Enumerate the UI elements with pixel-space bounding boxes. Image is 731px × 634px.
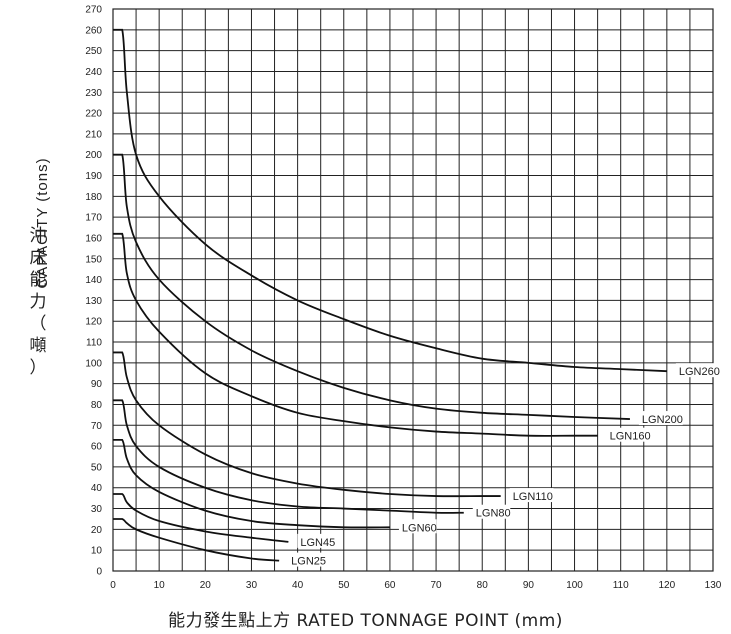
y-tick-label: 170	[85, 213, 102, 224]
y-tick-label: 210	[85, 129, 102, 140]
x-tick-label: 10	[154, 580, 166, 591]
y-tick-label: 140	[85, 275, 102, 286]
y-axis-label-char: 能	[29, 270, 47, 290]
series-label-lgn110: LGN110	[513, 491, 553, 503]
y-tick-label: 40	[91, 483, 103, 494]
x-tick-label: 120	[659, 580, 676, 591]
y-tick-label: 20	[91, 525, 103, 536]
series-line-lgn260	[113, 28, 667, 373]
series-line-lgn25	[113, 518, 280, 562]
y-axis-label-char: 力	[29, 292, 47, 312]
series-label-background	[675, 363, 720, 378]
series-line-lgn110	[113, 351, 501, 498]
series-label-lgn60: LGN60	[402, 522, 437, 534]
y-axis-title: CAPACITY (tons) 沖床能力（噸）	[6, 10, 64, 530]
x-tick-label: 40	[292, 580, 304, 591]
y-tick-label: 110	[86, 338, 102, 349]
y-tick-label: 230	[85, 88, 102, 99]
y-axis-label-chinese: 沖床能力（噸）	[28, 225, 48, 379]
series-line-lgn80	[113, 399, 464, 514]
x-tick-label: 30	[246, 580, 258, 591]
y-tick-label: 100	[85, 358, 102, 369]
y-tick-label: 200	[85, 150, 102, 161]
x-tick-label: 100	[566, 580, 583, 591]
y-tick-label: 50	[91, 462, 103, 473]
y-tick-label: 180	[85, 192, 102, 203]
y-tick-label: 220	[85, 109, 102, 120]
y-tick-label: 80	[91, 400, 103, 411]
series-label-lgn45: LGN45	[300, 537, 335, 549]
x-tick-label: 90	[523, 580, 535, 591]
series-label-background	[297, 533, 335, 548]
x-tick-label: 70	[431, 580, 443, 591]
x-tick-label: 80	[477, 580, 489, 591]
series-label-background	[638, 411, 683, 426]
y-tick-label: 130	[85, 296, 102, 307]
series-lines	[113, 28, 667, 562]
series-line-lgn45	[113, 493, 289, 543]
y-tick-label: 190	[85, 171, 102, 182]
x-tick-label: 60	[384, 580, 396, 591]
series-label-lgn25: LGN25	[291, 556, 326, 568]
y-tick-label: 120	[85, 317, 102, 328]
y-tick-label: 30	[91, 504, 103, 515]
y-tick-label: 240	[85, 67, 102, 78]
grid	[112, 8, 714, 572]
y-tick-label: 260	[85, 25, 102, 36]
y-axis-label-char: 床	[29, 248, 47, 268]
series-label-lgn200: LGN200	[642, 414, 683, 426]
y-tick-label: 90	[91, 379, 103, 390]
series-label-background	[288, 552, 326, 567]
x-tick-label: 130	[705, 580, 722, 591]
tick-labels: 0102030405060708090100110120130140150160…	[85, 5, 721, 592]
y-tick-label: 60	[91, 442, 103, 453]
y-tick-label: 0	[96, 567, 102, 578]
y-tick-label: 250	[85, 46, 102, 57]
y-axis-label-char: （	[29, 314, 47, 334]
series-label-lgn80: LGN80	[476, 508, 511, 520]
y-tick-label: 160	[85, 233, 102, 244]
series-label-lgn260: LGN260	[679, 366, 720, 378]
series-line-lgn200	[113, 153, 630, 420]
x-tick-label: 20	[200, 580, 212, 591]
series-label-background	[606, 427, 651, 442]
series-label-background	[509, 488, 554, 503]
y-tick-label: 270	[85, 5, 102, 16]
y-tick-label: 70	[91, 421, 103, 432]
y-tick-label: 150	[85, 254, 102, 265]
x-axis-label: 能力發生點上方 RATED TONNAGE POINT (mm)	[168, 611, 563, 631]
series-label-background	[398, 519, 437, 534]
x-tick-label: 50	[338, 580, 350, 591]
y-axis-label-char: 沖	[29, 226, 47, 246]
x-tick-label: 110	[613, 580, 629, 591]
y-axis-label-char: ）	[29, 358, 47, 378]
y-tick-label: 10	[91, 546, 103, 557]
x-tick-label: 0	[110, 580, 116, 591]
y-axis-label-char: 噸	[29, 336, 47, 356]
series-label-lgn160: LGN160	[610, 431, 651, 443]
series-line-lgn160	[113, 232, 598, 437]
series-label-background	[472, 504, 511, 519]
series-line-lgn60	[113, 438, 390, 529]
